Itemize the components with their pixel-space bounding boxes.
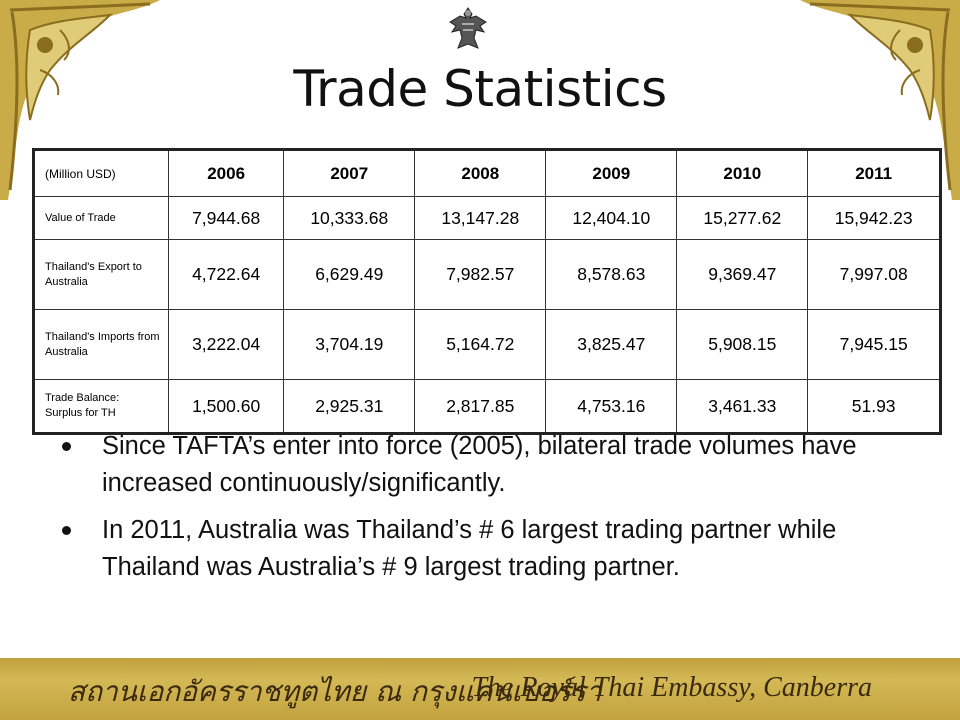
row-label: Thailand's Imports from Australia <box>33 309 169 380</box>
table-cell: 15,277.62 <box>676 196 809 240</box>
table-row: Trade Balance: Surplus for TH 1,500.60 2… <box>33 379 941 434</box>
table-cell: 8,578.63 <box>545 239 678 310</box>
thai-ornament-icon <box>0 0 160 200</box>
table-cell: 4,753.16 <box>545 379 678 434</box>
year-header: 2009 <box>545 149 678 197</box>
bullet-dot-icon <box>62 442 71 451</box>
table-cell: 15,942.23 <box>807 196 941 240</box>
table-row: Thailand's Export to Australia 4,722.64 … <box>33 239 941 310</box>
table-cell: 7,945.15 <box>807 309 941 380</box>
row-label: Trade Balance: Surplus for TH <box>33 379 169 434</box>
year-header: 2006 <box>167 149 285 197</box>
bullet-list: Since TAFTA’s enter into force (2005), b… <box>62 428 922 596</box>
year-header: 2010 <box>676 149 809 197</box>
row-label-line: Trade Balance: <box>45 392 120 404</box>
year-header: 2008 <box>414 149 547 197</box>
footer-thai-text: สถานเอกอัครราชทูตไทย ณ กรุงแคนเบอร์รา <box>68 675 602 708</box>
row-label: Thailand's Export to Australia <box>33 239 169 310</box>
table-cell: 5,908.15 <box>676 309 809 380</box>
bullet-text: In 2011, Australia was Thailand’s # 6 la… <box>102 516 837 581</box>
bullet-dot-icon <box>62 526 71 535</box>
table-cell: 12,404.10 <box>545 196 678 240</box>
garuda-emblem-icon <box>449 7 487 49</box>
table-cell: 2,925.31 <box>283 379 416 434</box>
table-cell: 2,817.85 <box>414 379 547 434</box>
footer-banner: สถานเอกอัครราชทูตไทย ณ กรุงแคนเบอร์รา Th… <box>0 658 960 720</box>
bullet-text: Since TAFTA’s enter into force (2005), b… <box>102 432 857 497</box>
table-cell: 3,461.33 <box>676 379 809 434</box>
table-cell: 10,333.68 <box>283 196 416 240</box>
table-cell: 7,997.08 <box>807 239 941 310</box>
row-label: Value of Trade <box>33 196 169 240</box>
year-header: 2007 <box>283 149 416 197</box>
thai-ornament-icon <box>800 0 960 200</box>
footer-english-text: The Royal Thai Embassy, Canberra <box>471 672 872 703</box>
table-cell: 13,147.28 <box>414 196 547 240</box>
unit-label: (Million USD) <box>33 149 169 197</box>
row-label-line: Surplus for TH <box>45 407 116 419</box>
table-row: Value of Trade 7,944.68 10,333.68 13,147… <box>33 196 941 240</box>
table-cell: 7,982.57 <box>414 239 547 310</box>
trade-statistics-table: (Million USD) 2006 2007 2008 2009 2010 2… <box>32 148 942 435</box>
table-cell: 51.93 <box>807 379 941 434</box>
table-cell: 6,629.49 <box>283 239 416 310</box>
table-cell: 3,222.04 <box>167 309 285 380</box>
table-cell: 3,825.47 <box>545 309 678 380</box>
page-title: Trade Statistics <box>293 60 667 118</box>
table-cell: 7,944.68 <box>167 196 285 240</box>
table-cell: 1,500.60 <box>167 379 285 434</box>
table-header-row: (Million USD) 2006 2007 2008 2009 2010 2… <box>33 149 941 197</box>
table-row: Thailand's Imports from Australia 3,222.… <box>33 309 941 380</box>
table-cell: 4,722.64 <box>167 239 285 310</box>
table-cell: 5,164.72 <box>414 309 547 380</box>
bullet-item: In 2011, Australia was Thailand’s # 6 la… <box>62 512 922 586</box>
table-cell: 3,704.19 <box>283 309 416 380</box>
year-header: 2011 <box>807 149 941 197</box>
bullet-item: Since TAFTA’s enter into force (2005), b… <box>62 428 922 502</box>
table-cell: 9,369.47 <box>676 239 809 310</box>
